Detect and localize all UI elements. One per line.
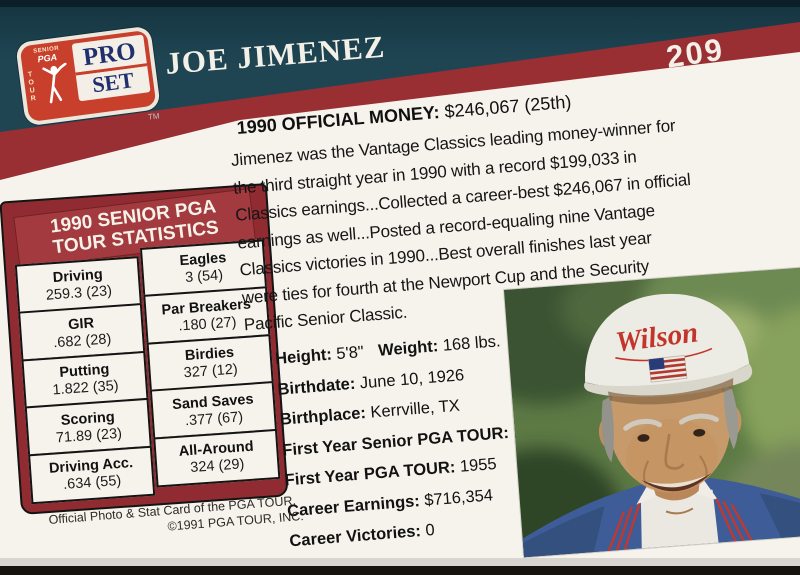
hair-right — [723, 385, 739, 450]
bio-label: Height: — [274, 345, 333, 368]
nose — [664, 433, 685, 470]
bio-value: 168 lbs. — [442, 332, 502, 355]
shirt — [640, 483, 719, 549]
eye-left — [637, 434, 650, 442]
bio-label: Birthdate: — [276, 374, 356, 399]
smile — [641, 472, 712, 492]
bio-label: Career Victories: — [288, 522, 422, 551]
scan-edge-strip — [0, 566, 800, 575]
eyebrow-right — [678, 413, 719, 425]
bio-label: Career Earnings: — [286, 491, 421, 520]
golfer-icon — [42, 62, 67, 104]
face: Wilson — [584, 293, 753, 515]
teeth — [646, 475, 707, 488]
bio-value: $716,354 — [423, 485, 494, 510]
player-photo: Wilson — [504, 266, 800, 558]
player-photo-illustration: Wilson — [504, 266, 800, 558]
chin-line — [665, 507, 694, 515]
pro-set-logo: SENIOR PGA TOUR PRO SET — [15, 25, 161, 127]
official-money-value: $246,067 (25th) — [443, 91, 573, 122]
eye-right — [693, 428, 706, 437]
us-flag-icon — [648, 354, 688, 383]
bio-value: June 10, 1926 — [359, 365, 465, 392]
pro-set-logo-inner: SENIOR PGA TOUR PRO SET — [19, 29, 157, 123]
scan-top-edge — [0, 0, 800, 7]
bio-value: Kerrville, TX — [369, 396, 461, 422]
stat-cell-driving-acc: Driving Acc. .634 (55) — [28, 445, 156, 504]
jacket-red-trim — [607, 498, 753, 552]
scan-background-strip — [0, 558, 800, 566]
stats-column-left: Driving 259.3 (23) GIR .682 (28) Putting… — [14, 255, 156, 504]
bio-value: 1955 — [459, 454, 498, 476]
pga-tour-emblem: SENIOR PGA TOUR — [20, 40, 81, 122]
collar-right — [683, 476, 719, 501]
hair-left — [601, 396, 614, 463]
trademark-symbol: TM — [147, 111, 161, 122]
bio-value: 5'8" — [335, 343, 365, 364]
bio-label: Weight: — [377, 337, 439, 360]
card-number: 209 — [664, 31, 727, 75]
cap-shadow — [607, 378, 734, 405]
logo-tour-label: TOUR — [26, 71, 37, 104]
bio-label: Birthplace: — [279, 404, 367, 429]
logo-tour-letters: TOUR — [26, 71, 38, 104]
wilson-cap: Wilson — [584, 293, 753, 405]
pro-set-wordmark: PRO SET — [71, 34, 152, 111]
bio-value: 0 — [424, 520, 436, 540]
eyebrow-left — [623, 418, 663, 431]
stat-cell-all-around: All-Around 324 (29) — [153, 428, 281, 487]
jacket — [517, 476, 800, 558]
